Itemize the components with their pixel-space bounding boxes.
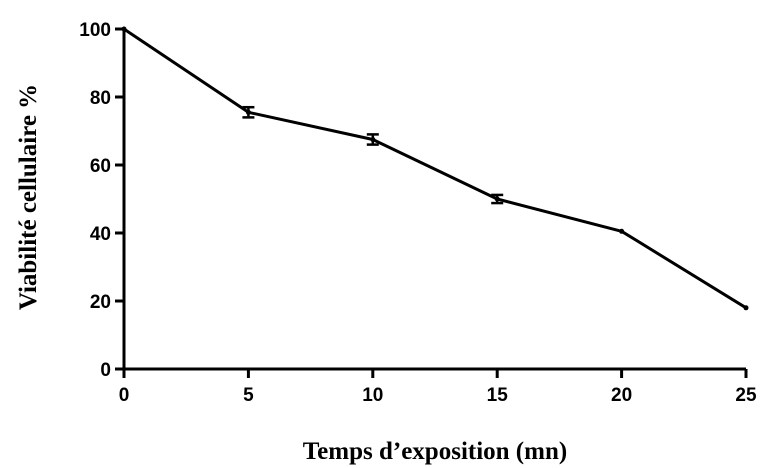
data-point bbox=[494, 196, 500, 202]
data-point bbox=[370, 137, 376, 142]
data-point bbox=[245, 109, 251, 115]
y-tick-label: 20 bbox=[90, 292, 111, 313]
x-tick-label: 25 bbox=[735, 385, 757, 406]
data-point bbox=[121, 26, 127, 32]
y-tick-label: 80 bbox=[90, 88, 111, 109]
y-axis-title: Viabilité cellulaire % bbox=[15, 84, 42, 310]
x-tick-label: 5 bbox=[243, 385, 254, 406]
x-axis-title: Temps d’exposition (mn) bbox=[303, 438, 567, 465]
x-tick-label: 0 bbox=[119, 385, 130, 406]
y-tick-label: 100 bbox=[79, 20, 111, 41]
x-tick-label: 15 bbox=[487, 385, 509, 406]
x-tick-label: 10 bbox=[362, 385, 383, 406]
axes: 0 20 40 60 80 100 0 5 10 15 20 25 bbox=[79, 20, 757, 406]
y-tick-label: 60 bbox=[90, 156, 111, 177]
data-point bbox=[743, 305, 749, 311]
y-tick-label: 0 bbox=[100, 360, 111, 381]
series-group bbox=[121, 26, 749, 311]
data-point bbox=[619, 228, 625, 234]
series-line bbox=[123, 27, 747, 310]
y-tick-label: 40 bbox=[90, 224, 111, 245]
x-tick-label: 20 bbox=[611, 385, 632, 406]
